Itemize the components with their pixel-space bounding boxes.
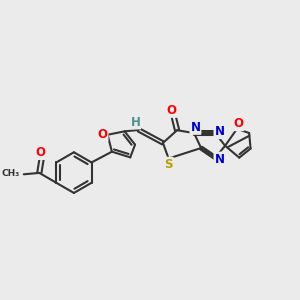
Text: H: H [130, 116, 140, 128]
Text: S: S [164, 158, 173, 171]
Text: N: N [214, 125, 224, 138]
Text: O: O [98, 128, 108, 141]
Text: N: N [214, 152, 224, 166]
Text: O: O [233, 117, 243, 130]
Text: O: O [167, 104, 176, 117]
Text: O: O [36, 146, 46, 159]
Text: N: N [190, 121, 200, 134]
Text: CH₃: CH₃ [1, 169, 20, 178]
